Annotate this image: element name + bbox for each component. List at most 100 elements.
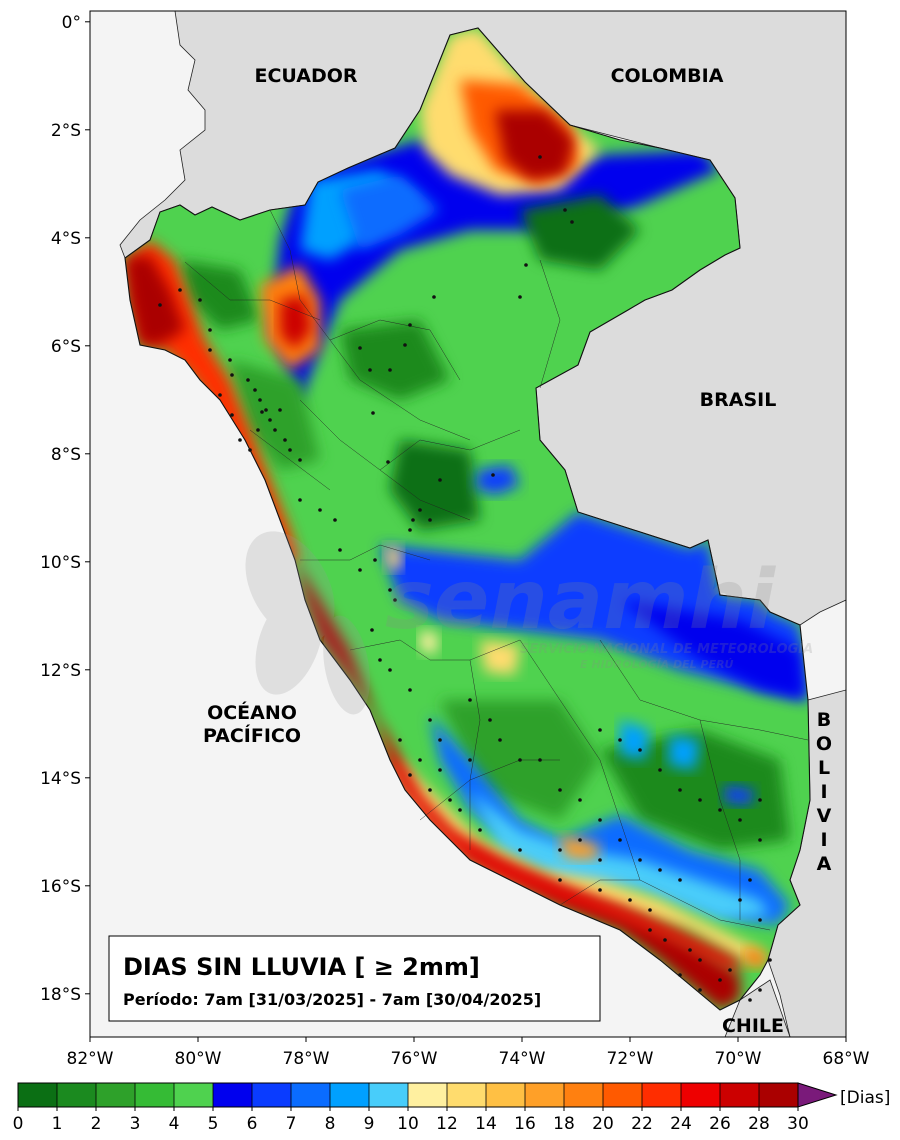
colorbar-swatch <box>18 1083 58 1107</box>
label-ecuador: ECUADOR <box>254 65 357 87</box>
colorbar-tick-label: 4 <box>169 1114 180 1134</box>
station-dot <box>298 458 302 462</box>
colorbar-extend-arrow <box>797 1082 838 1108</box>
station-dot <box>768 958 772 962</box>
station-dot <box>288 448 292 452</box>
lat-tick-label: 16°S <box>40 877 81 897</box>
station-dot <box>598 818 602 822</box>
station-dot <box>658 868 662 872</box>
station-dot <box>318 508 322 512</box>
colorbar-tick-label: 12 <box>436 1114 458 1134</box>
station-dot <box>618 838 622 842</box>
station-dot <box>370 628 374 632</box>
station-dot <box>524 263 528 267</box>
station-dot <box>598 728 602 732</box>
station-dot <box>448 798 452 802</box>
station-dot <box>570 220 574 224</box>
station-dot <box>598 888 602 892</box>
station-dot <box>518 295 522 299</box>
station-dot <box>230 413 234 417</box>
station-dot <box>578 798 582 802</box>
lat-tick-label: 2°S <box>51 121 81 141</box>
station-dot <box>658 768 662 772</box>
station-dot <box>563 208 567 212</box>
station-dot <box>518 758 522 762</box>
bolivia-letter: V <box>817 805 832 827</box>
colorbar-swatch <box>96 1083 136 1107</box>
lon-tick-label: 68°W <box>823 1049 870 1069</box>
colorbar-tick-label: 20 <box>592 1114 614 1134</box>
station-dot <box>428 788 432 792</box>
colorbar-swatch <box>720 1083 760 1107</box>
lat-tick-label: 4°S <box>51 229 81 249</box>
colorbar-unit: [Dias] <box>840 1088 890 1108</box>
bolivia-letter: A <box>817 853 832 875</box>
colorbar-tick-label: 14 <box>475 1114 497 1134</box>
station-dot <box>748 878 752 882</box>
station-dot <box>208 348 212 352</box>
station-dot <box>648 908 652 912</box>
station-dot <box>368 368 372 372</box>
lon-tick-label: 78°W <box>283 1049 330 1069</box>
watermark-subtitle: SERVICIO NACIONAL DE METEOROLOGÍA <box>520 641 813 657</box>
station-dot <box>678 973 682 977</box>
station-dot <box>388 588 392 592</box>
colorbar-swatch <box>525 1083 565 1107</box>
colorbar-tick-label: 26 <box>709 1114 731 1134</box>
station-dot <box>738 818 742 822</box>
colorbar-swatch <box>408 1083 448 1107</box>
colorbar-tick-label: 2 <box>91 1114 102 1134</box>
station-dots <box>158 155 772 1002</box>
colorbar-swatch <box>330 1083 370 1107</box>
station-dot <box>758 838 762 842</box>
map-frame <box>89 10 847 1038</box>
station-dot <box>438 738 442 742</box>
station-dot <box>678 878 682 882</box>
station-dot <box>403 343 407 347</box>
station-dot <box>388 368 392 372</box>
station-dot <box>648 928 652 932</box>
colorbar-tick-label: 5 <box>208 1114 219 1134</box>
station-dot <box>698 798 702 802</box>
lat-tick-label: 6°S <box>51 337 81 357</box>
station-dot <box>468 698 472 702</box>
lon-tick-label: 82°W <box>67 1049 114 1069</box>
station-dot <box>278 408 282 412</box>
station-dot <box>678 788 682 792</box>
station-dot <box>268 418 272 422</box>
station-dot <box>438 768 442 772</box>
station-dot <box>273 428 277 432</box>
label-chile: CHILE <box>722 1015 784 1037</box>
station-dot <box>698 958 702 962</box>
colorbar-tick-label: 1 <box>52 1114 63 1134</box>
bolivia-letter: O <box>816 733 832 755</box>
station-dot <box>198 298 202 302</box>
station-dot <box>208 328 212 332</box>
station-dot <box>698 988 702 992</box>
bolivia-letter: B <box>817 709 831 731</box>
station-dot <box>758 798 762 802</box>
station-dot <box>688 948 692 952</box>
senamhi-watermark: senamhi SERVICIO NACIONAL DE METEOROLOGÍ… <box>245 531 813 715</box>
label-brasil: BRASIL <box>700 389 777 411</box>
station-dot <box>488 718 492 722</box>
station-dot <box>408 528 412 532</box>
station-dot <box>758 918 762 922</box>
bolivia-letter: I <box>820 781 827 803</box>
lon-tick-label: 80°W <box>175 1049 222 1069</box>
colorbar-tick-label: 16 <box>514 1114 536 1134</box>
colorbar-tick-label: 0 <box>13 1114 24 1134</box>
watermark-subtitle-2: E HIDROLOGÍA DEL PERÚ <box>580 658 734 671</box>
station-dot <box>386 460 390 464</box>
station-dot <box>638 748 642 752</box>
colorbar-swatch <box>447 1083 487 1107</box>
colorbar-swatch <box>564 1083 604 1107</box>
station-dot <box>538 758 542 762</box>
colorbar-tick-label: 24 <box>670 1114 692 1134</box>
lon-tick-label: 70°W <box>715 1049 762 1069</box>
bolivia-letter: L <box>818 757 830 779</box>
station-dot <box>518 848 522 852</box>
station-dot <box>178 288 182 292</box>
colorbar-swatch <box>252 1083 292 1107</box>
